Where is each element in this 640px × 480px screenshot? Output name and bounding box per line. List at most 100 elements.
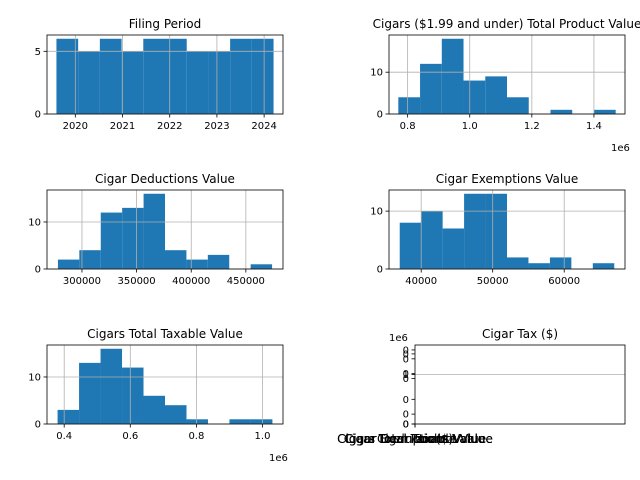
x-tick-label: 1.4 xyxy=(586,121,602,132)
histogram-panel-product-value: 0.8 1.0 1.2 1.4 0 10 Cigars ($1.99 and under) … xyxy=(370,17,640,154)
axes-frame xyxy=(388,189,626,270)
histogram-bar xyxy=(507,97,529,114)
histogram-bar xyxy=(186,51,209,114)
panel-title: Cigars Total Taxable Value xyxy=(87,327,243,341)
panel-title: Cigar Tax ($) xyxy=(482,327,558,341)
histogram-bar xyxy=(208,51,231,114)
overlapping-x-label: Cigar Tax ($) xyxy=(377,432,453,446)
x-tick-label: 1.2 xyxy=(524,121,540,132)
x-tick-label: 2023 xyxy=(204,121,229,132)
histogram-panel-taxable-value: 0.4 0.6 0.8 1.0 0 10 Cigars Total Taxable Valu… xyxy=(28,327,288,464)
histogram-bar xyxy=(143,395,165,424)
histogram-bar xyxy=(122,207,144,269)
histogram-bar xyxy=(441,38,464,115)
axes-frame xyxy=(46,344,284,425)
y-tick-label: 0 xyxy=(35,110,41,121)
histogram-bar xyxy=(442,228,465,269)
x-tick-label: 40000 xyxy=(405,276,437,287)
x-tick-label: 350000 xyxy=(117,276,155,287)
axes-frame xyxy=(414,344,626,425)
histogram-bar xyxy=(165,250,187,269)
histogram-bar xyxy=(229,419,251,424)
y-tick-glyph: 0 xyxy=(403,410,409,421)
histogram-bar xyxy=(100,212,123,269)
x-tick-label: 50000 xyxy=(477,276,509,287)
axes-frame xyxy=(46,189,284,270)
histogram-bar xyxy=(207,254,230,269)
panel-title: Filing Period xyxy=(129,17,202,31)
histogram-bar xyxy=(57,259,80,269)
histogram-bar xyxy=(250,264,273,269)
axes-frame xyxy=(388,34,626,115)
histogram-bar xyxy=(230,38,252,115)
x-offset-label: 1e6 xyxy=(269,453,288,464)
panel-title: Cigar Exemptions Value xyxy=(436,172,578,186)
y-tick-label: 0 xyxy=(377,265,383,276)
x-tick-label: 0.4 xyxy=(56,431,72,442)
histogram-bar xyxy=(250,419,273,424)
y-tick-label: 1 xyxy=(403,370,409,381)
histogram-bar xyxy=(251,38,274,115)
histogram-bar xyxy=(421,211,443,269)
x-tick-label: 1.0 xyxy=(255,431,271,442)
histogram-bar xyxy=(507,257,529,269)
x-tick-label: 2022 xyxy=(157,121,182,132)
x-tick-label: 400000 xyxy=(172,276,210,287)
histogram-bar xyxy=(186,419,208,424)
x-tick-label: 1.0 xyxy=(462,121,478,132)
x-offset-label: 1e6 xyxy=(611,143,630,154)
y-tick-label: 5 xyxy=(35,47,41,58)
y-tick-label: 10 xyxy=(370,68,383,79)
y-tick-glyph: 0 xyxy=(403,395,409,406)
overlapping-x-label: Cigars Total Taxable Value xyxy=(337,432,493,446)
histogram-bar xyxy=(550,109,573,114)
x-tick-label: 450000 xyxy=(227,276,265,287)
histogram-bar xyxy=(79,250,101,269)
y-tick-glyph: 0 xyxy=(403,349,409,360)
x-tick-label: 0.6 xyxy=(122,431,138,442)
overlapping-x-label: Cigars Total Product Value xyxy=(337,432,493,446)
histogram-panel-deductions: 300000 350000 400000 450000 0 10 Cigar Deducti… xyxy=(28,172,284,287)
x-tick-label: 2020 xyxy=(63,121,88,132)
histogram-panel-exemptions: 40000 50000 60000 0 10 Cigar Exemptions Value xyxy=(370,172,626,287)
histogram-bar xyxy=(186,259,208,269)
histogram-bar xyxy=(464,193,486,269)
histogram-bar xyxy=(593,109,616,114)
histogram-bar xyxy=(399,222,422,269)
histogram-bar xyxy=(463,80,486,114)
x-tick-label: 0.8 xyxy=(400,121,416,132)
histogram-bar xyxy=(121,51,144,114)
y-tick-glyph: 0 xyxy=(403,345,409,356)
x-tick-label: 2021 xyxy=(110,121,135,132)
x-tick-label: 2024 xyxy=(251,121,276,132)
histogram-bar xyxy=(143,38,165,115)
y-tick-glyph: 0 xyxy=(403,420,409,431)
y-tick-label: 0 xyxy=(377,110,383,121)
histogram-bar xyxy=(100,348,123,424)
y-tick-glyph: 0 xyxy=(403,374,409,385)
y-tick-glyph: 0 xyxy=(403,369,409,380)
x-tick-label: 60000 xyxy=(548,276,580,287)
histogram-bar xyxy=(79,362,101,424)
histogram-bar xyxy=(549,257,572,269)
histogram-bar xyxy=(420,63,442,114)
histogram-bar xyxy=(165,405,187,424)
histogram-panel-filing-period: 2020 2021 2022 2023 2024 0 5 Filing Period xyxy=(35,17,284,132)
histogram-bar xyxy=(122,367,144,424)
histogram-bar xyxy=(99,38,122,115)
histogram-bar xyxy=(57,409,80,424)
histogram-bar xyxy=(528,263,550,269)
histogram-bar xyxy=(398,97,421,114)
y-tick-label: 10 xyxy=(28,217,41,228)
histogram-bar xyxy=(78,51,100,114)
x-tick-label: 0.8 xyxy=(188,431,204,442)
histogram-bar xyxy=(143,193,165,269)
y-tick-label: 0 xyxy=(35,265,41,276)
y-tick-label: 0 xyxy=(35,420,41,431)
y-offset-label: 1e6 xyxy=(389,333,408,344)
panel-title: Cigar Deductions Value xyxy=(95,172,235,186)
x-tick-label: 300000 xyxy=(63,276,101,287)
histogram-bar xyxy=(165,38,187,115)
